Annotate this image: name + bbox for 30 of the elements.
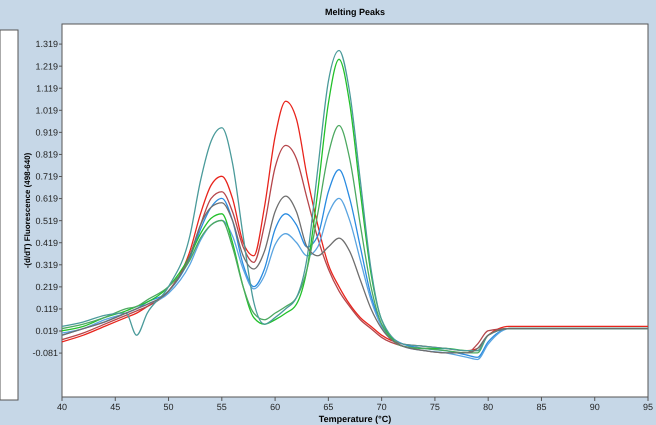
y-tick-label: -0.081 <box>32 348 58 358</box>
y-tick-label: 0.019 <box>35 326 58 336</box>
y-tick-label: 0.419 <box>35 238 58 248</box>
x-tick-label: 95 <box>642 402 654 412</box>
y-axis-title: -(d/dT) Fluorescence (498-640) <box>23 152 32 268</box>
y-tick-label: 0.219 <box>35 282 58 292</box>
y-tick-label: 0.619 <box>35 194 58 204</box>
x-tick-label: 80 <box>483 402 494 412</box>
y-tick-label: 0.719 <box>35 172 58 182</box>
y-tick-label: 0.819 <box>35 150 58 160</box>
x-tick-label: 60 <box>270 402 280 412</box>
x-tick-label: 85 <box>536 402 546 412</box>
x-tick-label: 90 <box>590 402 600 412</box>
y-tick-label: 1.319 <box>35 39 58 50</box>
y-tick-label: 0.919 <box>35 128 58 138</box>
y-tick-label: 0.119 <box>36 304 58 314</box>
y-tick-label: 1.219 <box>35 61 58 72</box>
x-tick-label: 55 <box>216 402 227 412</box>
y-tick-label: 0.519 <box>35 216 58 226</box>
y-tick-label: 1.019 <box>35 105 58 116</box>
y-tick-label: 0.319 <box>35 260 58 270</box>
x-tick-label: 40 <box>56 402 68 412</box>
x-tick-label: 45 <box>110 402 120 412</box>
x-axis-title: Temperature (°C) <box>318 414 392 424</box>
x-tick-label: 65 <box>323 402 334 412</box>
chart-title: Melting Peaks <box>324 7 386 17</box>
x-tick-label: 70 <box>376 402 387 412</box>
y-tick-label: 1.119 <box>36 83 58 94</box>
x-tick-label: 75 <box>430 402 440 412</box>
x-tick-label: 50 <box>164 402 174 412</box>
